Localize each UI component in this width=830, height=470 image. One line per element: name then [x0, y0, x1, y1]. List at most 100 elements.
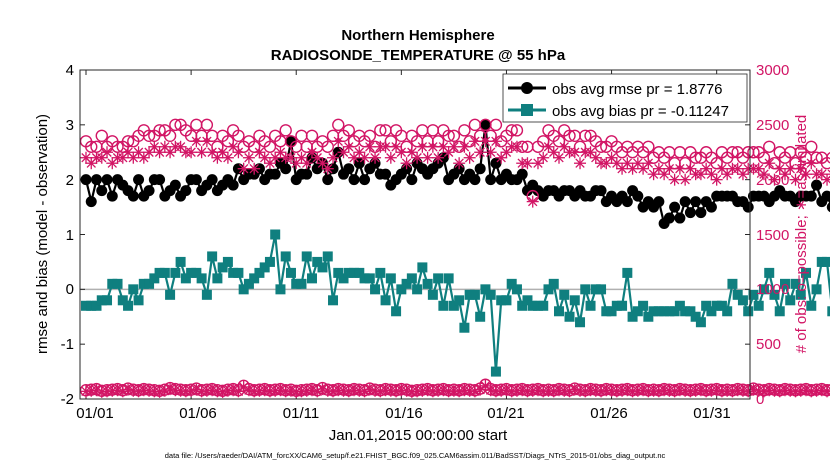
rmse-point [85, 196, 97, 208]
bias-point [107, 278, 118, 289]
x-tick-label: 01/01 [76, 405, 114, 422]
bias-point [816, 256, 827, 267]
bias-point [706, 306, 717, 317]
bias-point [517, 300, 528, 311]
bias-point [406, 273, 417, 284]
bias-point [622, 267, 633, 278]
rmse-point [485, 174, 497, 186]
bias-point [354, 267, 365, 278]
bias-point [632, 306, 643, 317]
possible-obs-point [505, 124, 518, 137]
bias-point [758, 284, 769, 295]
bias-point [827, 306, 830, 317]
possible-obs-point [342, 124, 355, 137]
bias-point [506, 278, 517, 289]
star-marker [468, 135, 481, 148]
bias-point [375, 267, 386, 278]
possible-obs-point [579, 129, 592, 143]
star-marker [416, 140, 429, 153]
y-tick-label: 0 [66, 281, 74, 298]
rmse-point [348, 174, 360, 186]
bias-point [117, 295, 128, 306]
x-tick-label: 01/26 [590, 405, 628, 422]
bias-point [233, 267, 244, 278]
bias-point [711, 300, 722, 311]
star-marker [474, 146, 487, 159]
possible-obs-point [763, 140, 776, 153]
star-marker [400, 157, 413, 170]
star-marker [332, 135, 345, 148]
star-marker [568, 146, 581, 159]
y-tick-label: 4 [66, 62, 74, 79]
bias-point [753, 300, 764, 311]
star-marker [311, 385, 324, 398]
rmse-point [322, 174, 334, 186]
star-marker [232, 146, 245, 159]
series-layer [79, 69, 830, 400]
rmse-point [674, 212, 686, 224]
star-marker [426, 140, 439, 153]
star-marker [348, 151, 361, 164]
rmse-point [742, 201, 754, 213]
rmse-point [80, 174, 92, 186]
star-marker [537, 151, 550, 164]
star-marker [379, 140, 392, 153]
star-marker [668, 173, 681, 186]
star-marker [221, 151, 234, 164]
bias-point [459, 322, 470, 333]
y-tick-label: 2 [66, 172, 74, 189]
rmse-point [684, 207, 696, 219]
plot-frame [79, 69, 751, 400]
rmse-point [690, 196, 702, 208]
rmse-point [632, 190, 644, 202]
rmse-point [821, 190, 830, 202]
bias-point [228, 267, 239, 278]
bias-point [86, 300, 97, 311]
bias-point [795, 289, 806, 300]
rmse-point [343, 163, 355, 175]
possible-obs-point [805, 140, 818, 153]
possible-obs-point [489, 118, 503, 132]
star-marker [95, 151, 108, 164]
rmse-point [169, 179, 181, 191]
y2-tick-label: 0 [756, 391, 764, 408]
y-tick-label: -2 [61, 391, 74, 408]
star-marker [363, 140, 376, 153]
rmse-point [127, 190, 139, 202]
rmse-point [679, 196, 691, 208]
bias-point [380, 295, 391, 306]
rmse-point [474, 163, 486, 175]
bias-point [417, 262, 428, 273]
bias-point [338, 273, 349, 284]
bias-point [485, 289, 496, 300]
bias-point [743, 306, 754, 317]
bias-point [480, 284, 491, 295]
rmse-point [301, 168, 313, 180]
bias-point [123, 300, 134, 311]
possible-obs-point [279, 124, 292, 137]
possible-obs-point [332, 118, 345, 132]
star-marker [237, 162, 250, 175]
rmse-point [269, 168, 281, 180]
star-marker [663, 162, 676, 175]
bias-point [554, 306, 565, 317]
star-marker [642, 157, 655, 170]
star-marker [768, 173, 781, 186]
bias-point [238, 284, 249, 295]
bias-point [343, 267, 354, 278]
bias-point [443, 273, 454, 284]
bias-point [548, 278, 559, 289]
bias-point [659, 306, 670, 317]
star-marker [458, 140, 471, 153]
bias-point [643, 311, 654, 322]
star-marker [510, 140, 523, 153]
bias-point [596, 284, 607, 295]
bias-point [301, 251, 312, 262]
star-marker [342, 140, 355, 153]
star-marker [574, 157, 587, 170]
rmse-point [469, 174, 481, 186]
chart-title: Northern Hemisphere [341, 27, 494, 44]
bias-point [191, 267, 202, 278]
y2-tick-label: 2000 [756, 172, 789, 189]
